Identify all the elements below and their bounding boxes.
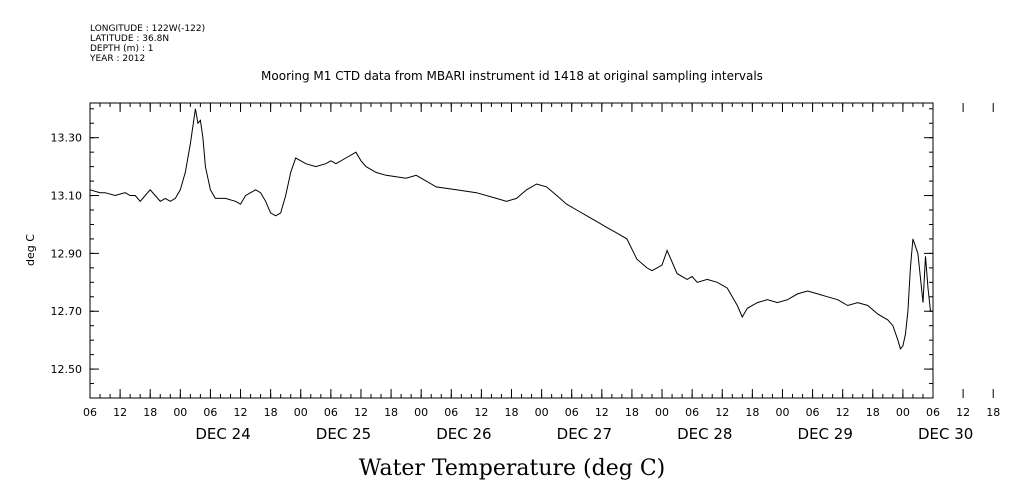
axis-ticks xyxy=(89,103,994,399)
x-tick-label: 12 xyxy=(836,406,850,419)
x-day-label: DEC 25 xyxy=(316,425,371,443)
x-tick-label: 18 xyxy=(505,406,519,419)
x-tick-label: 12 xyxy=(715,406,729,419)
x-tick-label: 00 xyxy=(535,406,549,419)
x-day-label: DEC 27 xyxy=(557,425,612,443)
x-tick-label: 00 xyxy=(655,406,669,419)
latitude-label: LATITUDE : 36.8N xyxy=(90,34,169,44)
x-tick-label: 12 xyxy=(234,406,248,419)
x-tick-label: 06 xyxy=(685,406,699,419)
y-tick-label: 12.50 xyxy=(51,363,83,376)
longitude-label: LONGITUDE : 122W(-122) xyxy=(90,24,205,34)
x-tick-label: 12 xyxy=(113,406,127,419)
x-day-label: DEC 26 xyxy=(436,425,491,443)
x-day-label: DEC 29 xyxy=(798,425,853,443)
x-day-label: DEC 24 xyxy=(195,425,250,443)
x-tick-label: 12 xyxy=(956,406,970,419)
tick-labels: 06 12 18 00 06 12 18 00 06 12 18 00 06 12 18 00 06 12 18 00… xyxy=(51,132,1001,443)
year-label: YEAR : 2012 xyxy=(89,54,145,64)
x-tick-label: 06 xyxy=(203,406,217,419)
y-axis-label: deg C xyxy=(24,234,37,266)
x-tick-label: 06 xyxy=(926,406,940,419)
x-tick-label: 12 xyxy=(354,406,368,419)
x-tick-label: 06 xyxy=(565,406,579,419)
x-tick-label: 00 xyxy=(173,406,187,419)
x-tick-label: 00 xyxy=(775,406,789,419)
plot-frame xyxy=(89,102,934,399)
x-tick-label: 12 xyxy=(595,406,609,419)
x-tick-label: 12 xyxy=(474,406,488,419)
y-tick-label: 13.30 xyxy=(51,132,83,145)
y-tick-label: 13.10 xyxy=(51,190,83,203)
x-tick-label: 18 xyxy=(143,406,157,419)
y-tick-label: 12.70 xyxy=(51,305,83,318)
y-tick-label: 12.90 xyxy=(51,247,83,260)
temperature-series-line xyxy=(89,108,931,350)
x-tick-label: 18 xyxy=(384,406,398,419)
chart-title: Mooring M1 CTD data from MBARI instrumen… xyxy=(261,69,763,83)
x-tick-label: 18 xyxy=(264,406,278,419)
x-tick-label: 18 xyxy=(745,406,759,419)
x-tick-label: 00 xyxy=(896,406,910,419)
x-day-label: DEC 30 xyxy=(918,425,973,443)
x-axis-title: Water Temperature (deg C) xyxy=(359,456,666,481)
x-tick-label: 06 xyxy=(83,406,97,419)
x-tick-label: 18 xyxy=(866,406,880,419)
x-tick-label: 06 xyxy=(444,406,458,419)
x-tick-label: 06 xyxy=(806,406,820,419)
depth-label: DEPTH (m) : 1 xyxy=(90,44,153,54)
x-tick-label: 00 xyxy=(294,406,308,419)
x-day-label: DEC 28 xyxy=(677,425,732,443)
x-tick-label: 18 xyxy=(625,406,639,419)
x-tick-label: 00 xyxy=(414,406,428,419)
x-tick-label: 18 xyxy=(986,406,1000,419)
x-tick-label: 06 xyxy=(324,406,338,419)
